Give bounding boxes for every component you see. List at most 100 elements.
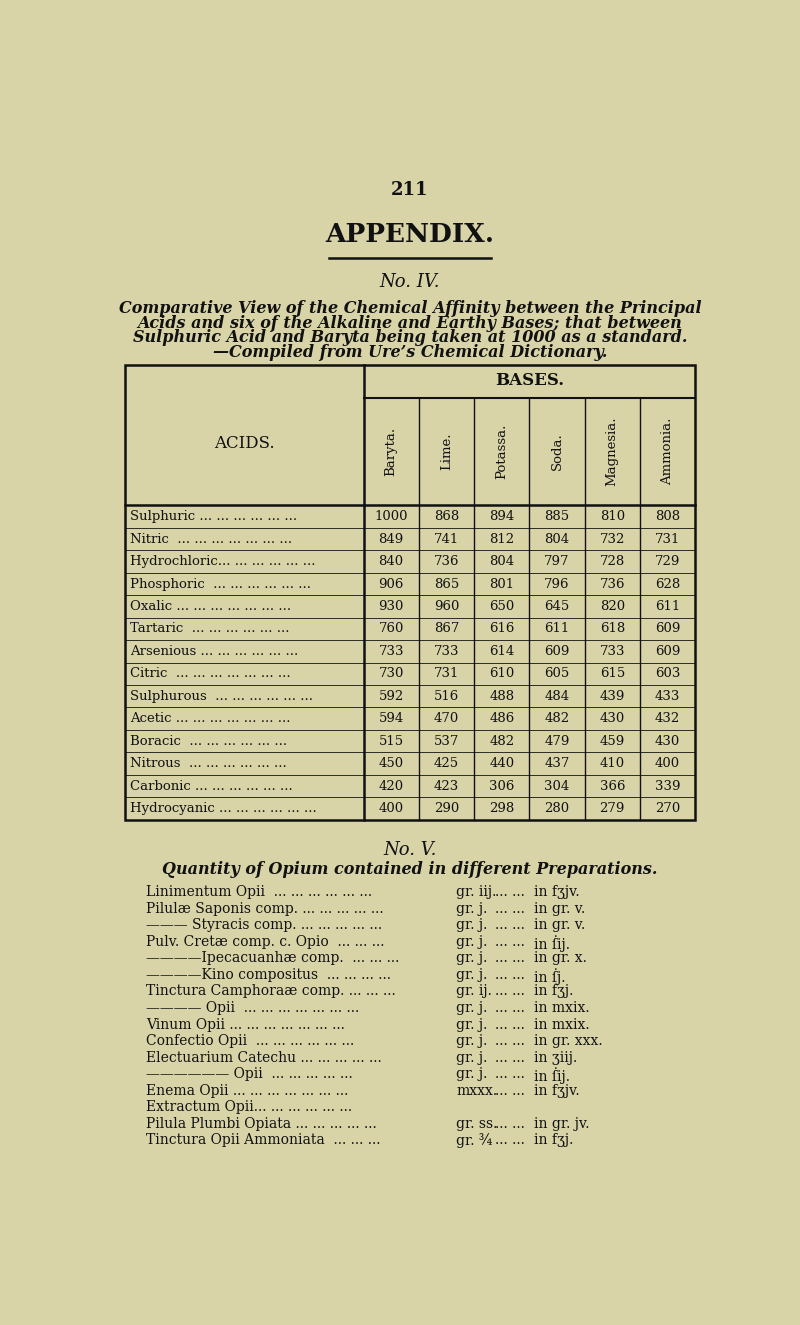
Text: ... ...: ... ... — [495, 1084, 525, 1098]
Text: 279: 279 — [599, 802, 625, 815]
Text: 867: 867 — [434, 623, 459, 636]
Text: 729: 729 — [655, 555, 680, 568]
Text: in gr. xxx.: in gr. xxx. — [534, 1034, 602, 1048]
Text: 609: 609 — [655, 623, 680, 636]
Text: Hydrocyanic ... ... ... ... ... ...: Hydrocyanic ... ... ... ... ... ... — [130, 802, 317, 815]
Text: 894: 894 — [489, 510, 514, 523]
Text: 609: 609 — [544, 645, 570, 657]
Text: 280: 280 — [545, 802, 570, 815]
Text: ... ...: ... ... — [495, 984, 525, 999]
Text: 808: 808 — [655, 510, 680, 523]
Text: 400: 400 — [655, 757, 680, 770]
Text: Citric  ... ... ... ... ... ... ...: Citric ... ... ... ... ... ... ... — [130, 668, 291, 680]
Text: 537: 537 — [434, 734, 459, 747]
Text: 486: 486 — [489, 712, 514, 725]
Text: Quantity of Opium contained in different Preparations.: Quantity of Opium contained in different… — [162, 861, 658, 878]
Text: 482: 482 — [545, 712, 570, 725]
Text: 432: 432 — [655, 712, 680, 725]
Text: Baryta.: Baryta. — [385, 427, 398, 476]
Text: 482: 482 — [489, 734, 514, 747]
Text: 306: 306 — [489, 779, 514, 792]
Text: 1000: 1000 — [374, 510, 408, 523]
Text: 804: 804 — [545, 533, 570, 546]
Text: gr. ss.: gr. ss. — [457, 1117, 498, 1130]
Text: ... ...: ... ... — [495, 1067, 525, 1081]
Text: Enema Opii ... ... ... ... ... ... ...: Enema Opii ... ... ... ... ... ... ... — [146, 1084, 349, 1098]
Text: ... ...: ... ... — [495, 934, 525, 949]
Text: APPENDIX.: APPENDIX. — [326, 223, 494, 248]
Text: ———— Opii  ... ... ... ... ... ... ...: ———— Opii ... ... ... ... ... ... ... — [146, 1000, 360, 1015]
Text: Sulphuric ... ... ... ... ... ...: Sulphuric ... ... ... ... ... ... — [130, 510, 298, 523]
Text: 609: 609 — [655, 645, 680, 657]
Text: 733: 733 — [434, 645, 459, 657]
Text: Tinctura Camphoraæ comp. ... ... ...: Tinctura Camphoraæ comp. ... ... ... — [146, 984, 396, 999]
Text: 339: 339 — [655, 779, 680, 792]
Text: 603: 603 — [655, 668, 680, 680]
Text: 885: 885 — [545, 510, 570, 523]
Text: Comparative View of the Chemical Affinity between the Principal: Comparative View of the Chemical Affinit… — [118, 299, 702, 317]
Text: Acids and six of the Alkaline and Earthy Bases; that between: Acids and six of the Alkaline and Earthy… — [138, 314, 682, 331]
Text: gr. j.: gr. j. — [457, 918, 488, 933]
Text: 650: 650 — [489, 600, 514, 613]
Text: gr. j.: gr. j. — [457, 1051, 488, 1065]
Text: gr. j.: gr. j. — [457, 951, 488, 966]
Text: ... ...: ... ... — [495, 967, 525, 982]
Text: 594: 594 — [378, 712, 404, 725]
Text: 733: 733 — [599, 645, 625, 657]
Text: ... ...: ... ... — [495, 885, 525, 900]
Text: Boracic  ... ... ... ... ... ...: Boracic ... ... ... ... ... ... — [130, 734, 287, 747]
Text: ... ...: ... ... — [495, 918, 525, 933]
Text: 470: 470 — [434, 712, 459, 725]
Text: 618: 618 — [600, 623, 625, 636]
Text: ... ...: ... ... — [495, 1133, 525, 1147]
Text: Nitric  ... ... ... ... ... ... ...: Nitric ... ... ... ... ... ... ... — [130, 533, 292, 546]
Text: Tartaric  ... ... ... ... ... ...: Tartaric ... ... ... ... ... ... — [130, 623, 290, 636]
Text: 736: 736 — [599, 578, 625, 591]
Text: gr. j.: gr. j. — [457, 967, 488, 982]
Text: 400: 400 — [378, 802, 404, 815]
Text: in ʒiij.: in ʒiij. — [534, 1051, 578, 1065]
Text: 270: 270 — [655, 802, 680, 815]
Text: 439: 439 — [599, 690, 625, 702]
Text: Pulv. Cretæ comp. c. Opio  ... ... ...: Pulv. Cretæ comp. c. Opio ... ... ... — [146, 934, 385, 949]
Text: 425: 425 — [434, 757, 459, 770]
Text: Nitrous  ... ... ... ... ... ...: Nitrous ... ... ... ... ... ... — [130, 757, 287, 770]
Text: 820: 820 — [600, 600, 625, 613]
Text: Linimentum Opii  ... ... ... ... ... ...: Linimentum Opii ... ... ... ... ... ... — [146, 885, 373, 900]
Text: 610: 610 — [489, 668, 514, 680]
Text: 211: 211 — [391, 180, 429, 199]
Text: 420: 420 — [378, 779, 404, 792]
Text: ... ...: ... ... — [495, 1000, 525, 1015]
Text: 611: 611 — [544, 623, 570, 636]
Text: 731: 731 — [434, 668, 459, 680]
Text: Confectio Opii  ... ... ... ... ... ...: Confectio Opii ... ... ... ... ... ... — [146, 1034, 354, 1048]
Text: ——— Styracis comp. ... ... ... ... ...: ——— Styracis comp. ... ... ... ... ... — [146, 918, 382, 933]
Text: Vinum Opii ... ... ... ... ... ... ...: Vinum Opii ... ... ... ... ... ... ... — [146, 1018, 346, 1032]
Text: 615: 615 — [600, 668, 625, 680]
Text: in fʒjv.: in fʒjv. — [534, 1084, 580, 1098]
Text: 479: 479 — [544, 734, 570, 747]
Text: 732: 732 — [599, 533, 625, 546]
Text: Phosphoric  ... ... ... ... ... ...: Phosphoric ... ... ... ... ... ... — [130, 578, 311, 591]
Text: 290: 290 — [434, 802, 459, 815]
Text: 437: 437 — [544, 757, 570, 770]
Text: 906: 906 — [378, 578, 404, 591]
Text: 930: 930 — [378, 600, 404, 613]
Text: 865: 865 — [434, 578, 459, 591]
Bar — [125, 366, 695, 820]
Text: 840: 840 — [378, 555, 404, 568]
Text: in ẛij.: in ẛij. — [534, 934, 570, 951]
Text: Magnesia.: Magnesia. — [606, 417, 618, 486]
Text: BASES.: BASES. — [494, 371, 564, 388]
Text: 515: 515 — [378, 734, 404, 747]
Text: Acetic ... ... ... ... ... ... ...: Acetic ... ... ... ... ... ... ... — [130, 712, 290, 725]
Text: No. IV.: No. IV. — [380, 273, 440, 292]
Text: in ẛij.: in ẛij. — [534, 1067, 570, 1084]
Text: 440: 440 — [489, 757, 514, 770]
Text: 516: 516 — [434, 690, 459, 702]
Text: ... ...: ... ... — [495, 1117, 525, 1130]
Text: in ẛj.: in ẛj. — [534, 967, 566, 984]
Text: gr. j.: gr. j. — [457, 934, 488, 949]
Text: 410: 410 — [600, 757, 625, 770]
Text: Hydrochloric... ... ... ... ... ...: Hydrochloric... ... ... ... ... ... — [130, 555, 316, 568]
